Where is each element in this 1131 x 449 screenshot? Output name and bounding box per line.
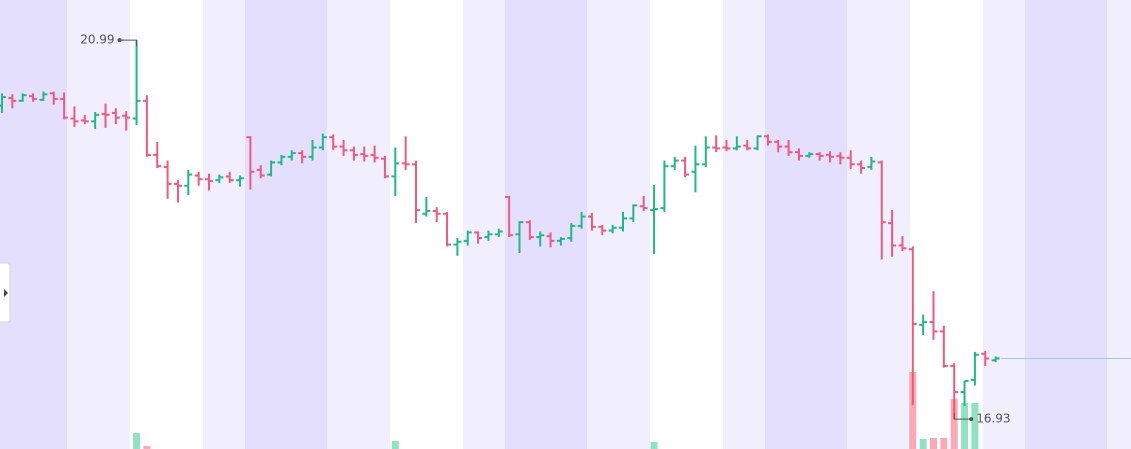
high-marker	[119, 39, 138, 47]
annotation-layer: 20.99 16.93	[80, 33, 1131, 426]
volume-bar	[971, 403, 979, 449]
volume-bar	[919, 439, 927, 449]
low-marker	[953, 413, 972, 420]
volume-layer	[133, 372, 979, 449]
volume-bar	[930, 438, 937, 449]
volume-bar	[961, 403, 969, 449]
volume-bar	[950, 399, 958, 449]
volume-bar	[909, 372, 917, 449]
high-dot	[117, 38, 122, 43]
volume-bar	[940, 438, 948, 449]
high-label: 20.99	[80, 33, 114, 47]
volume-bar	[650, 442, 658, 449]
low-dot	[969, 417, 974, 422]
side-toggle[interactable]	[0, 262, 11, 323]
volume-bar	[391, 441, 399, 449]
price-layer	[0, 40, 1000, 420]
volume-bar	[143, 446, 151, 449]
low-label: 16.93	[976, 412, 1010, 426]
volume-bar	[133, 433, 141, 449]
